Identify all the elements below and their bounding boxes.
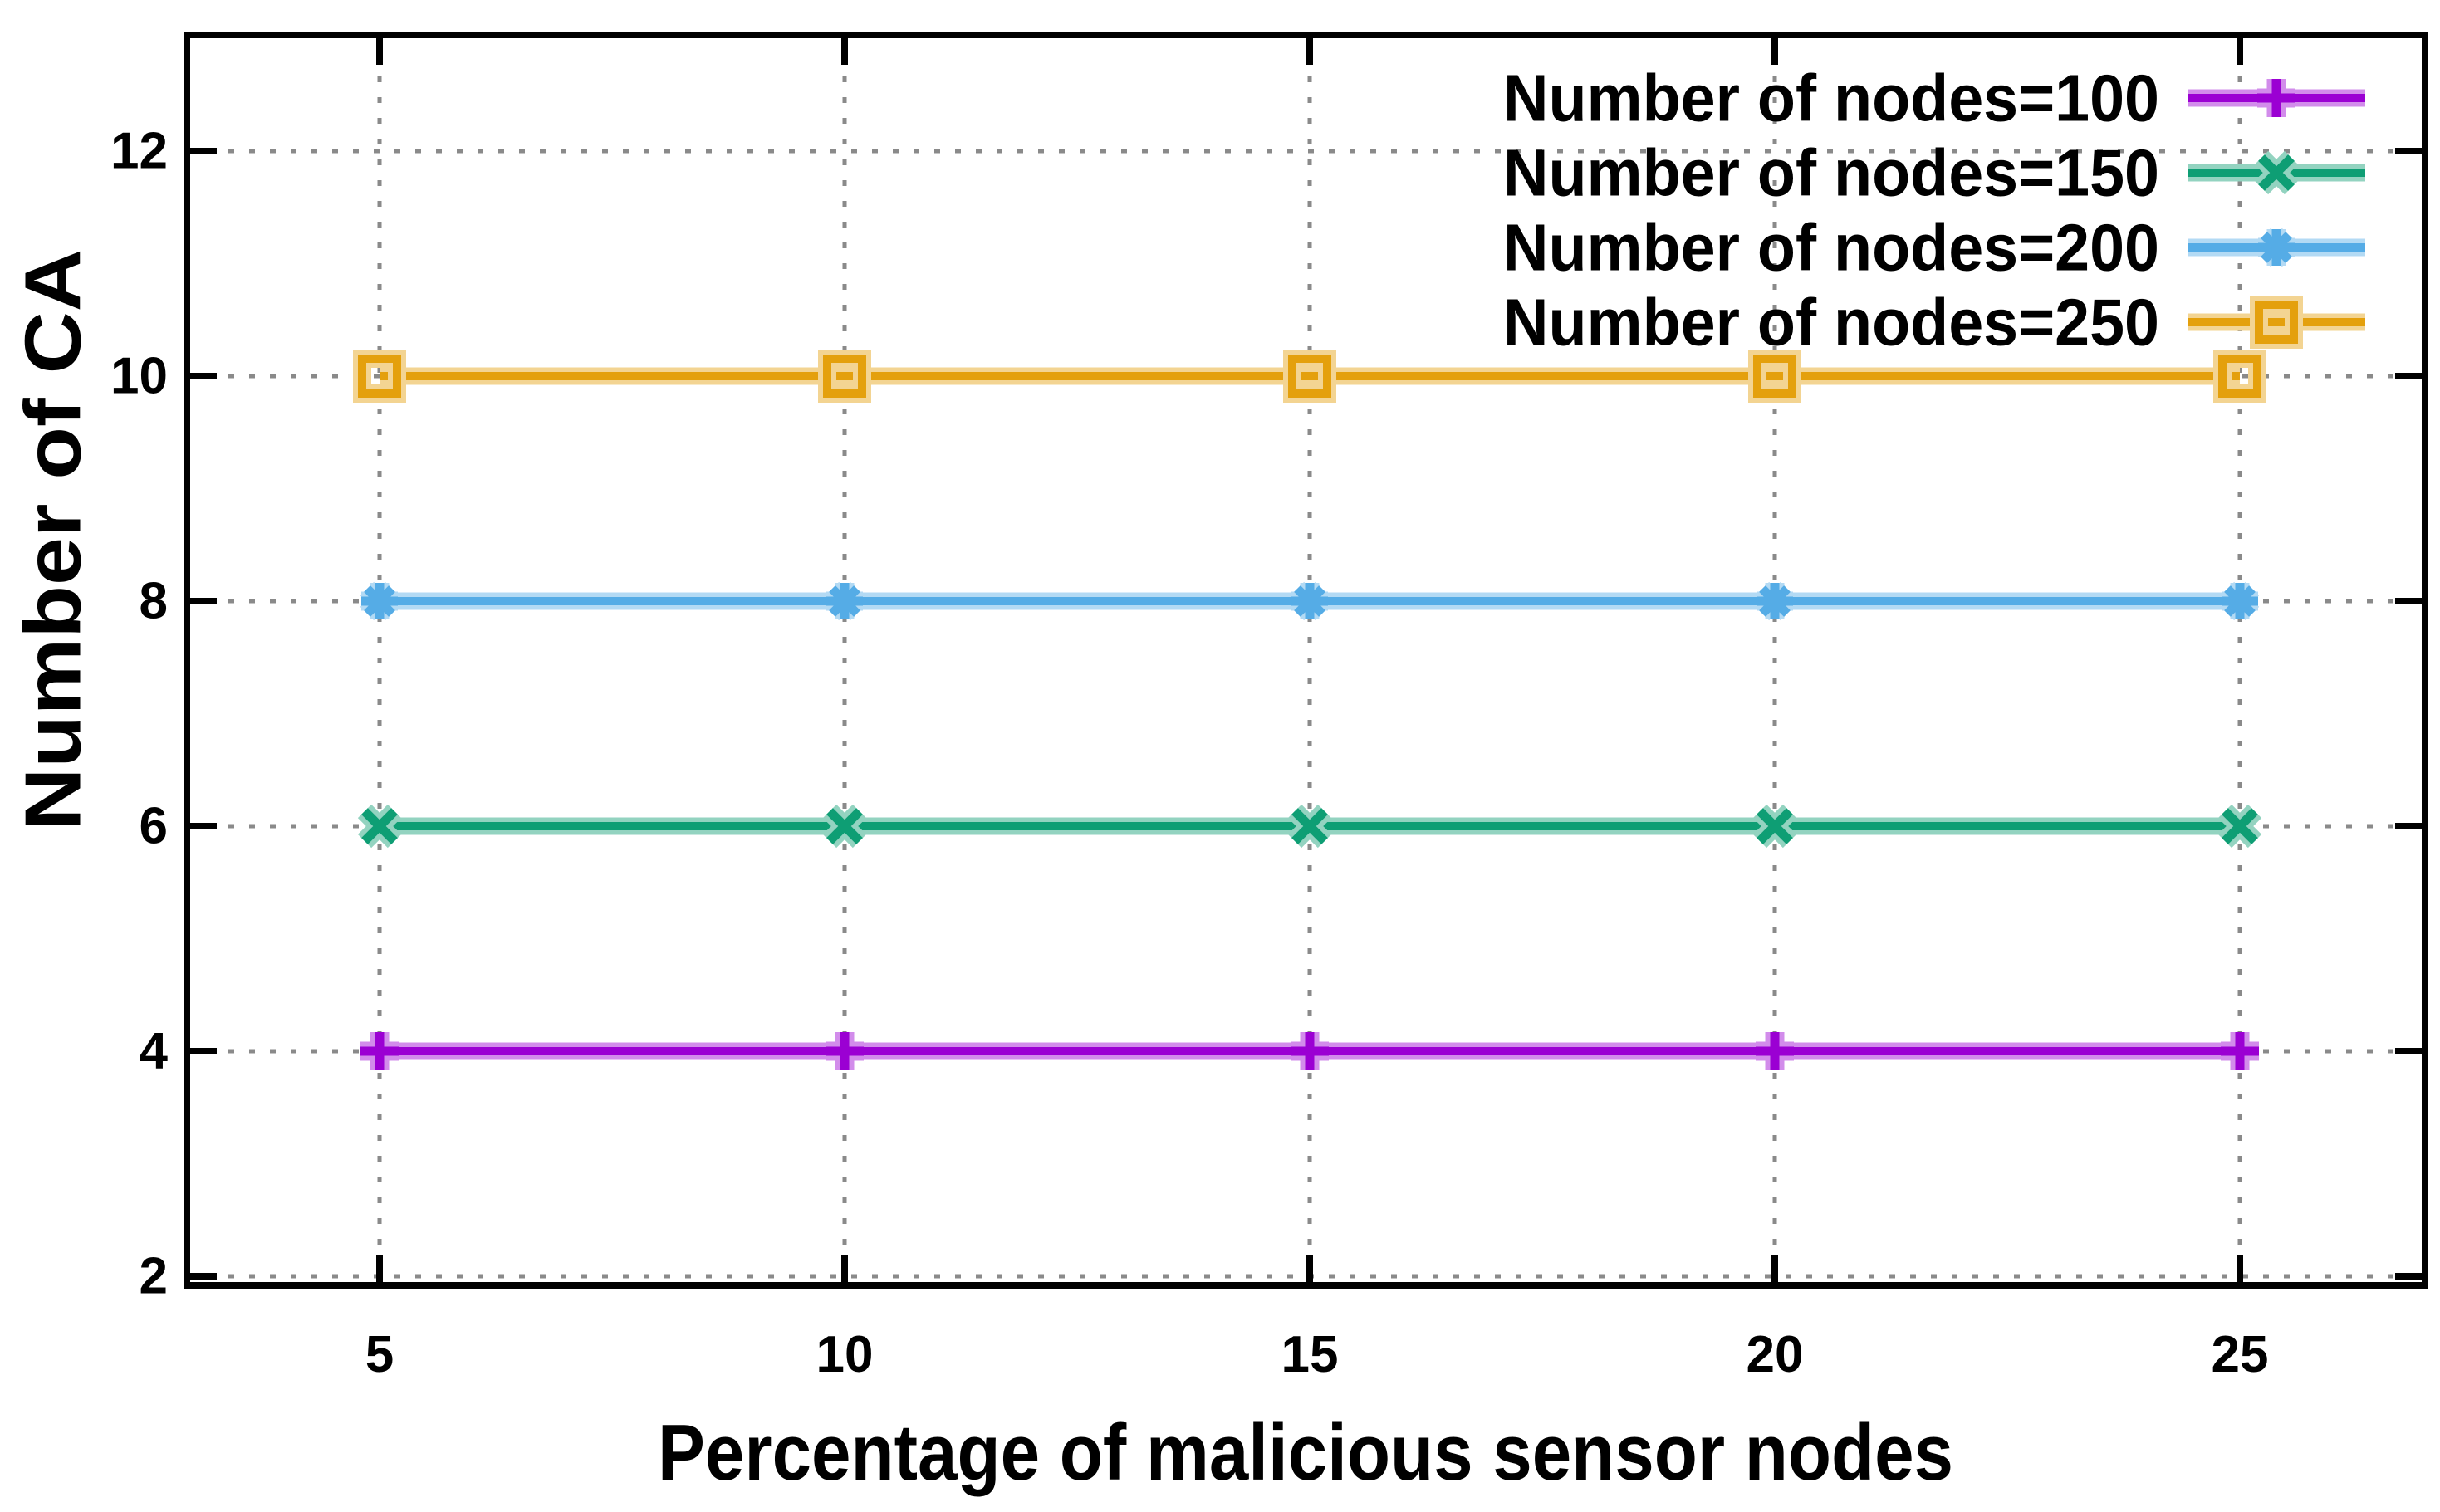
x-tick-label: 20 <box>1747 1326 1804 1383</box>
cross-marker <box>826 808 863 844</box>
cross-marker <box>2258 154 2295 191</box>
legend-label: Number of nodes=200 <box>1503 211 2159 285</box>
cross-marker <box>361 808 398 844</box>
axis-layer <box>184 32 2428 1289</box>
asterisk-marker <box>1291 583 1328 619</box>
plus-marker <box>2221 1032 2259 1070</box>
plus-marker <box>1291 1032 1329 1070</box>
series-layer <box>353 350 2266 1070</box>
plus-marker <box>360 1032 399 1070</box>
plus-marker <box>1756 1032 1794 1070</box>
asterisk-marker <box>826 583 863 619</box>
square-open-marker <box>823 355 866 398</box>
asterisk-marker <box>2222 583 2258 619</box>
x-axis-label: Percentage of malicious sensor nodes <box>658 1408 1953 1497</box>
square-open-marker <box>1753 355 1796 398</box>
x-tick-label: 10 <box>816 1326 874 1383</box>
series-250 <box>353 350 2266 403</box>
asterisk-marker <box>2258 229 2295 266</box>
legend-entry: Number of nodes=200 <box>1503 211 2365 285</box>
x-tick-label: 15 <box>1281 1326 1339 1383</box>
plot-border <box>184 32 2428 1289</box>
series-100 <box>360 1032 2259 1070</box>
y-tick-label: 8 <box>140 573 168 630</box>
x-tick-label: 5 <box>365 1326 394 1383</box>
square-open-marker <box>2218 355 2261 398</box>
legend-label: Number of nodes=250 <box>1503 286 2159 360</box>
x-tick-label: 25 <box>2212 1326 2269 1383</box>
tick-label-layer: 5 10 15 20 25 2 4 6 8 10 12 <box>110 123 2268 1384</box>
asterisk-marker <box>361 583 398 619</box>
legend-label: Number of nodes=150 <box>1503 136 2159 210</box>
legend-entry: Number of nodes=150 <box>1503 136 2365 210</box>
y-tick-label: 10 <box>110 348 168 405</box>
series-200 <box>360 581 2260 621</box>
cross-marker <box>1291 808 1328 844</box>
square-open-marker <box>1288 355 1331 398</box>
legend-label: Number of nodes=100 <box>1503 61 2159 135</box>
plus-marker <box>826 1032 864 1070</box>
y-axis-label: Number of CA <box>9 249 98 830</box>
cross-marker <box>2222 808 2258 844</box>
plus-marker <box>2257 79 2295 117</box>
legend-entry: Number of nodes=100 <box>1503 61 2365 135</box>
legend-entry: Number of nodes=250 <box>1503 286 2365 360</box>
y-tick-label: 4 <box>140 1023 169 1080</box>
cross-marker <box>1757 808 1793 844</box>
square-open-marker <box>358 355 401 398</box>
square-open-marker <box>2255 301 2298 344</box>
y-tick-label: 12 <box>110 123 168 180</box>
series-150 <box>357 804 2262 849</box>
asterisk-marker <box>1757 583 1793 619</box>
y-tick-label: 6 <box>140 798 168 855</box>
y-tick-label: 2 <box>140 1248 168 1305</box>
